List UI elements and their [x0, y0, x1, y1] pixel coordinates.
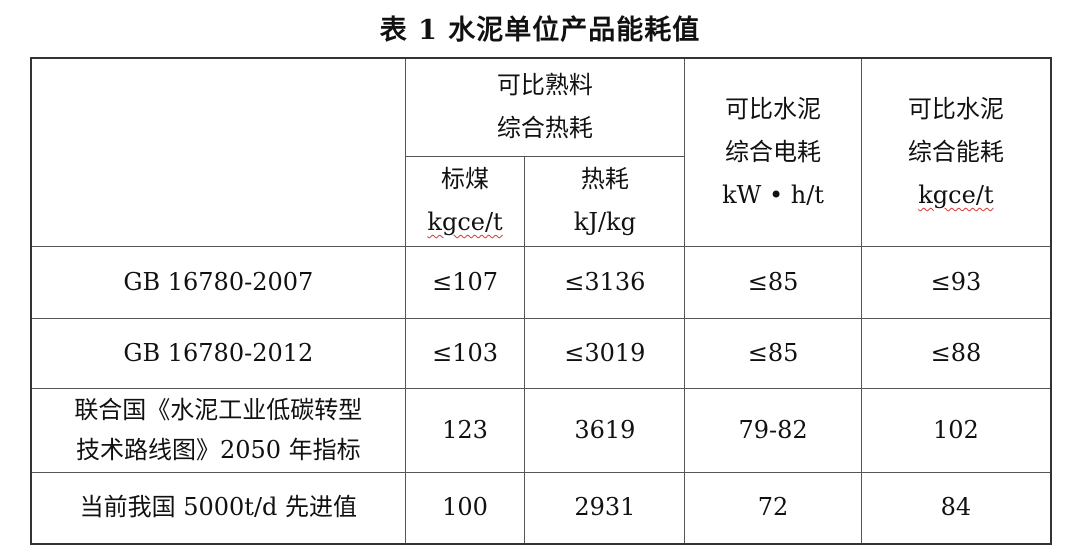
- cell: 79-82: [684, 387, 862, 473]
- table-row: 当前我国 5000t/d 先进值 100 2931 72 84: [30, 471, 1052, 545]
- cell: ≤3136: [524, 245, 686, 319]
- header-empty-cell: [30, 57, 406, 247]
- header-unit: kW • h/t: [722, 180, 824, 209]
- header-text: 综合热耗: [496, 114, 593, 143]
- cell: ≤85: [684, 317, 862, 389]
- row-label-line: 技术路线图》2050 年指标: [75, 436, 361, 464]
- cell: 2931: [524, 471, 686, 545]
- row-label: 联合国《水泥工业低碳转型 技术路线图》2050 年指标: [30, 387, 406, 473]
- cell: 123: [404, 387, 526, 473]
- header-text: 可比熟料: [496, 71, 593, 100]
- cell: 84: [860, 471, 1052, 545]
- header-text: 综合电耗: [725, 137, 822, 166]
- header-text: 热耗: [580, 165, 629, 193]
- header-unit: kgce/t: [427, 208, 503, 236]
- row-label: 当前我国 5000t/d 先进值: [30, 471, 406, 545]
- cell: ≤103: [404, 317, 526, 389]
- cell: 3619: [524, 387, 686, 473]
- table-row: GB 16780-2007 ≤107 ≤3136 ≤85 ≤93: [30, 245, 1052, 319]
- header-energy: 可比水泥 综合能耗 kgce/t: [860, 57, 1052, 247]
- cell: 100: [404, 471, 526, 545]
- table-row: GB 16780-2012 ≤103 ≤3019 ≤85 ≤88: [30, 317, 1052, 389]
- header-text: 可比水泥: [907, 94, 1004, 123]
- cell: 102: [860, 387, 1052, 473]
- header-clinker-heat: 可比熟料 综合热耗: [404, 57, 686, 157]
- cell: ≤3019: [524, 317, 686, 389]
- header-unit: kJ/kg: [573, 208, 636, 236]
- header-unit: kgce/t: [918, 180, 994, 209]
- header-heat: 热耗 kJ/kg: [524, 155, 686, 247]
- table-row: 联合国《水泥工业低碳转型 技术路线图》2050 年指标 123 3619 79-…: [30, 387, 1052, 473]
- header-text: 标煤: [441, 165, 490, 193]
- cell: ≤88: [860, 317, 1052, 389]
- header-coal: 标煤 kgce/t: [404, 155, 526, 247]
- cell: ≤93: [860, 245, 1052, 319]
- cell: ≤107: [404, 245, 526, 319]
- header-power: 可比水泥 综合电耗 kW • h/t: [684, 57, 862, 247]
- row-label: GB 16780-2007: [30, 245, 406, 319]
- table-title: 表 1 水泥单位产品能耗值: [379, 15, 701, 46]
- header-text: 可比水泥: [725, 94, 822, 123]
- row-label-line: 联合国《水泥工业低碳转型: [74, 396, 363, 424]
- energy-table: 可比熟料 综合热耗 可比水泥 综合电耗 kW • h/t 可比水泥 综合能耗 k…: [30, 57, 1052, 545]
- cell: 72: [684, 471, 862, 545]
- row-label: GB 16780-2012: [30, 317, 406, 389]
- cell: ≤85: [684, 245, 862, 319]
- header-text: 综合能耗: [907, 137, 1004, 166]
